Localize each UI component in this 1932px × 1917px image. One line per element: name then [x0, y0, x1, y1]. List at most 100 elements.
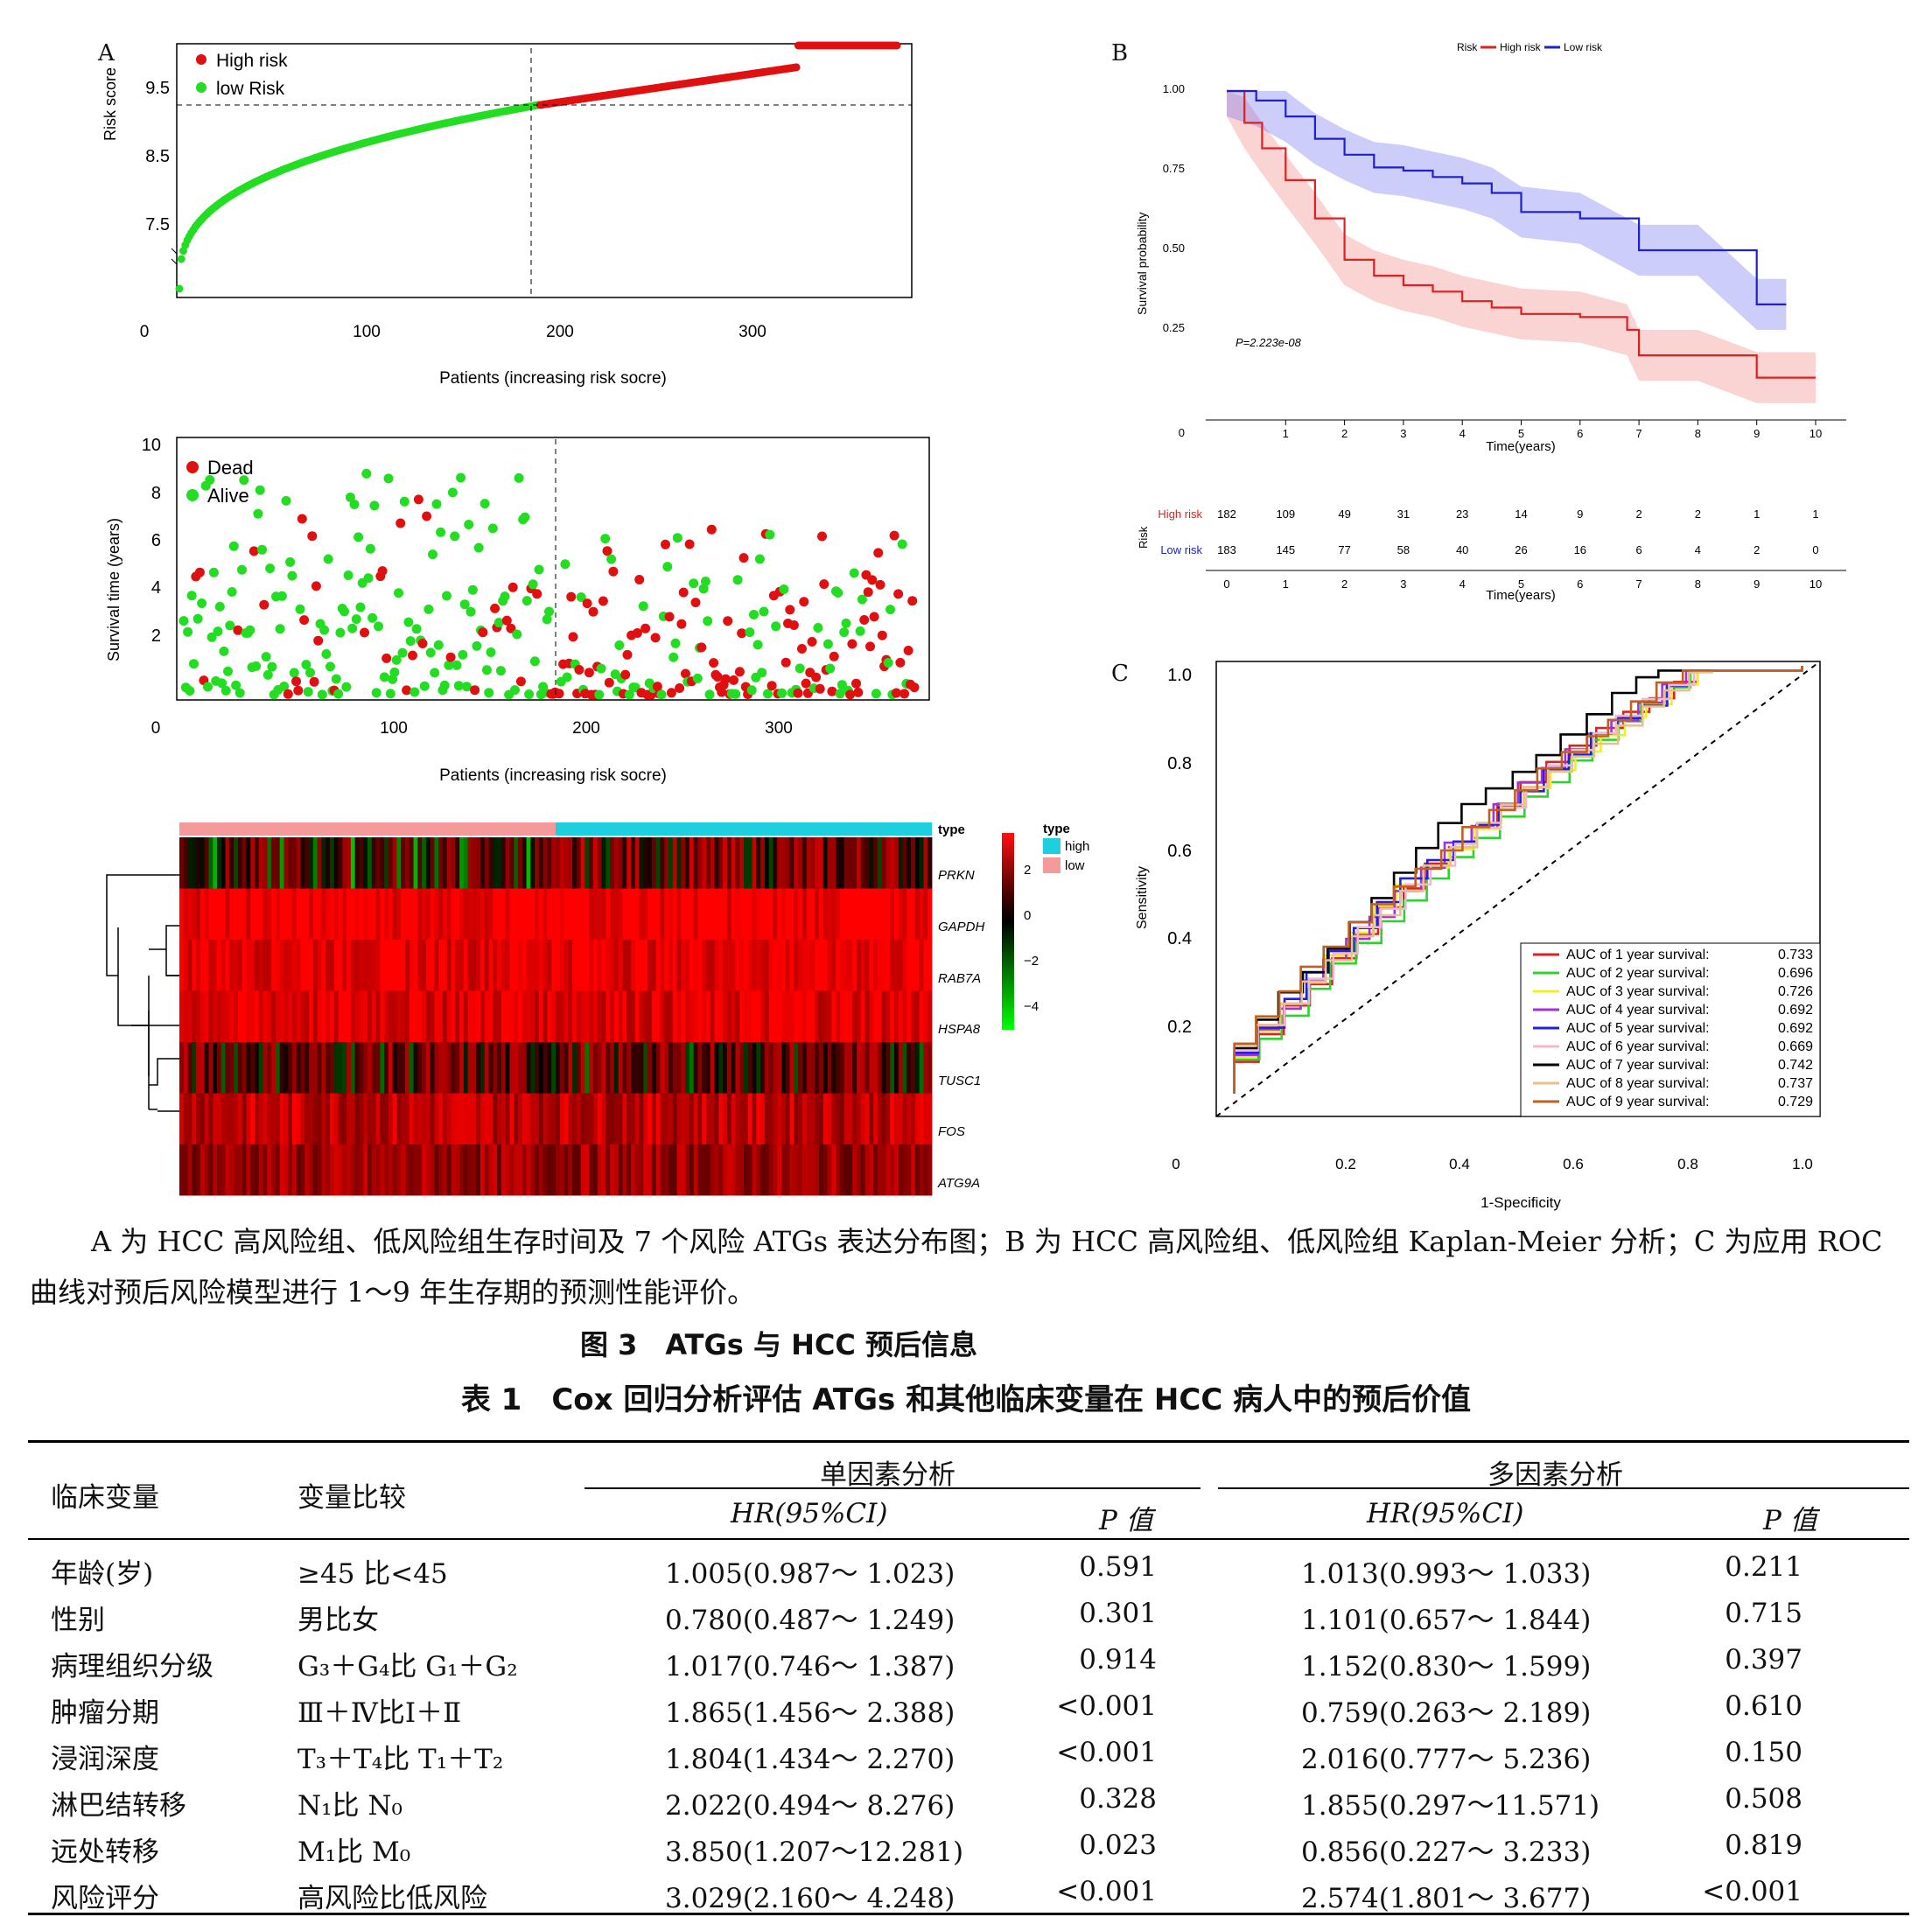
heatmap-cell — [258, 1042, 263, 1094]
survival-point — [408, 650, 417, 661]
heatmap-cell — [255, 837, 260, 889]
heatmap-cell — [919, 1093, 924, 1144]
heatmap-cell — [584, 1093, 590, 1144]
risk-table-cell: 77 — [1338, 543, 1350, 556]
heatmap-cell — [451, 1042, 456, 1094]
survival-point — [331, 674, 341, 684]
survival-point — [869, 612, 879, 622]
heatmap-cell — [768, 837, 774, 889]
heatmap-cell — [760, 940, 766, 991]
heatmap-cell — [869, 1042, 874, 1094]
heatmap-cell — [300, 1042, 305, 1094]
survival-point — [684, 539, 695, 549]
roc-curve — [1233, 666, 1803, 1094]
heatmap-cell — [660, 1093, 665, 1144]
roc-legend-auc: 0.733 — [1778, 948, 1813, 962]
heatmap-cell — [430, 837, 435, 889]
survival-point — [458, 649, 468, 660]
heatmap-cell — [425, 1042, 431, 1094]
heatmap-cell — [480, 1144, 486, 1196]
heatmap-cell — [472, 1144, 477, 1196]
survival-point — [614, 640, 625, 650]
heatmap-cell — [467, 1042, 472, 1094]
heatmap-cell — [873, 837, 878, 889]
table-cell-var: 肿瘤分期 — [51, 1697, 159, 1729]
heatmap-cell — [330, 1093, 335, 1144]
heatmap-cell — [484, 1042, 489, 1094]
heatmap-cell — [455, 1144, 460, 1196]
heatmap-cell — [618, 1093, 623, 1144]
st-ytick-4: 4 — [151, 578, 161, 598]
heatmap-cell — [213, 888, 218, 940]
gene-label-gapdh: GAPDH — [938, 920, 985, 934]
heatmap-cell — [422, 1042, 427, 1094]
heatmap-cell — [848, 888, 853, 940]
heatmap-cell — [493, 1042, 498, 1094]
survival-point — [192, 613, 203, 624]
survival-point — [450, 531, 460, 542]
heatmap-cell — [777, 990, 782, 1042]
survival-point — [365, 543, 375, 554]
heatmap-cell — [819, 990, 824, 1042]
survival-point — [425, 647, 436, 658]
heatmap-cell — [405, 940, 410, 991]
heatmap-cell — [368, 1144, 373, 1196]
col-header-comparison: 变量比较 — [298, 1482, 406, 1514]
heatmap-cell — [488, 1042, 494, 1094]
heatmap-cell — [827, 1144, 832, 1196]
caption-line-2: 曲线对预后风险模型进行 1～9 年生存期的预测性能评价。 — [30, 1276, 756, 1309]
survival-point — [703, 616, 713, 626]
heatmap-cell — [877, 1144, 883, 1196]
col-header-uni-hr: HR(95%CI) — [731, 1498, 888, 1529]
survival-point — [500, 591, 510, 602]
heatmap-cell — [275, 1144, 281, 1196]
heatmap-cell — [271, 1144, 276, 1196]
heatmap-cell — [451, 940, 456, 991]
heatmap-cell — [225, 1144, 230, 1196]
survival-point — [399, 496, 410, 507]
survival-point — [632, 628, 642, 638]
survival-point — [891, 688, 901, 698]
survival-point — [825, 663, 836, 674]
heatmap-cell — [288, 1144, 293, 1196]
heatmap-cell — [321, 940, 326, 991]
table-cell-uni-hr: 1.017(0.746～ 1.387) — [665, 1651, 956, 1683]
heatmap-cell — [864, 990, 870, 1042]
heatmap-cell — [192, 940, 197, 991]
heatmap-cell — [902, 888, 907, 940]
heatmap-cell — [321, 837, 326, 889]
heatmap-cell — [542, 990, 548, 1042]
heatmap-cell — [547, 888, 552, 940]
heatmap-cell — [643, 1144, 648, 1196]
heatmap-cell — [509, 1093, 514, 1144]
heatmap-cell — [446, 1042, 452, 1094]
heatmap-cell — [685, 1042, 690, 1094]
heatmap-cell — [409, 1093, 414, 1144]
survival-point — [354, 532, 364, 542]
heatmap-cell — [551, 1042, 556, 1094]
heatmap-cell — [446, 990, 452, 1042]
heatmap-cell — [459, 990, 465, 1042]
heatmap-cell — [246, 888, 251, 940]
heatmap-cell — [417, 990, 423, 1042]
heatmap-cell — [802, 1144, 808, 1196]
heatmap-cell — [726, 990, 732, 1042]
survival-point — [696, 642, 707, 653]
survival-point — [698, 584, 709, 594]
survival-point — [205, 475, 215, 485]
survival-point — [608, 566, 619, 577]
heatmap-cell — [309, 1144, 314, 1196]
rs-xtick-0: 0 — [140, 323, 150, 341]
heatmap-cell — [368, 940, 373, 991]
heatmap-cell — [655, 1144, 661, 1196]
heatmap-cell — [864, 1093, 870, 1144]
table-cell-cmp: 男比女 — [298, 1605, 379, 1636]
heatmap-cell — [672, 1093, 677, 1144]
heatmap-cell — [752, 990, 757, 1042]
heatmap-cell — [631, 940, 636, 991]
heatmap-cell — [911, 1042, 916, 1094]
survival-point — [345, 492, 355, 502]
heatmap-cell — [869, 990, 874, 1042]
survival-point — [251, 661, 262, 671]
survival-point — [819, 579, 830, 590]
